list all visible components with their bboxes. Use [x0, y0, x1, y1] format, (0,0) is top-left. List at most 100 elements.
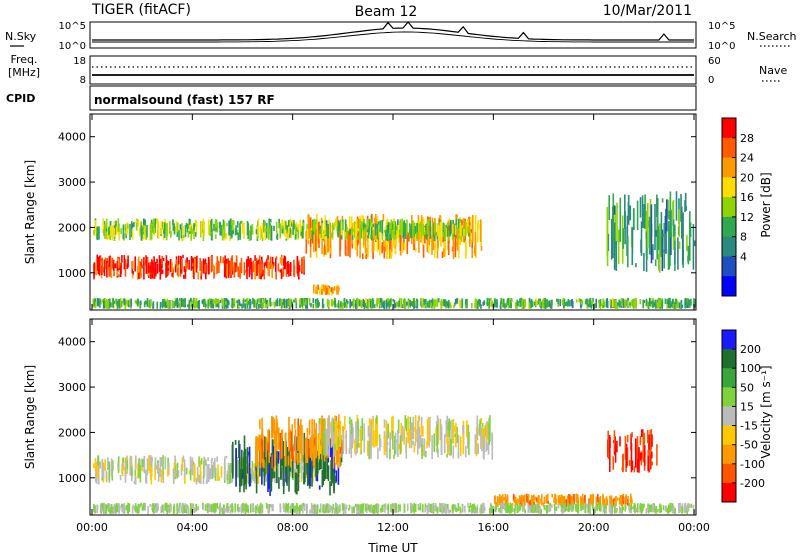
echo-cell [195, 298, 198, 307]
echo-cell [287, 220, 290, 227]
echo-cell [258, 298, 260, 303]
echo-cell [324, 221, 326, 235]
echo-cell [517, 300, 519, 307]
echo-cell [456, 298, 459, 304]
echo-cell [437, 507, 439, 513]
echo-cell [209, 225, 211, 236]
echo-cell [355, 421, 357, 448]
echo-cell [210, 256, 213, 273]
echo-cell [620, 509, 622, 514]
echo-cell [327, 226, 329, 239]
echo-cell [303, 432, 306, 454]
echo-cell [190, 297, 192, 302]
echo-cell [136, 265, 139, 280]
echo-cell [359, 235, 361, 259]
echo-cell [581, 300, 583, 305]
echo-cell [613, 430, 616, 452]
echo-cell [667, 249, 670, 270]
echo-cell [335, 503, 338, 507]
echo-cell [498, 507, 500, 513]
echo-cell [551, 504, 553, 509]
echo-cell [200, 273, 202, 280]
echo-cell [374, 223, 377, 236]
echo-cell [194, 300, 196, 309]
echo-cell [391, 224, 393, 235]
echo-cell [233, 220, 235, 226]
echo-cell [167, 265, 170, 269]
echo-cell [126, 458, 129, 470]
echo-cell [132, 504, 134, 510]
echo-cell [338, 504, 341, 513]
echo-cell [379, 297, 382, 303]
echo-cell [649, 430, 651, 450]
echo-cell [122, 226, 125, 240]
echo-cell [133, 481, 136, 484]
echo-cell [537, 495, 540, 505]
echo-cell [205, 263, 207, 273]
echo-cell [213, 272, 216, 276]
echo-cell [612, 456, 614, 470]
power-data-layer [92, 191, 696, 310]
echo-cell [268, 503, 271, 513]
echo-cell [457, 434, 460, 457]
echo-cell [431, 217, 434, 247]
echo-cell [418, 507, 421, 510]
echo-cell [248, 301, 251, 309]
echo-cell [396, 301, 399, 307]
echo-cell [181, 258, 183, 270]
echo-cell [334, 222, 336, 226]
echo-cell [337, 436, 340, 450]
echo-cell [651, 451, 653, 459]
echo-cell [107, 505, 109, 509]
echo-cell [491, 434, 494, 460]
echo-cell [375, 415, 378, 424]
echo-cell [108, 226, 110, 236]
echo-cell [247, 463, 250, 473]
echo-cell [213, 503, 216, 507]
echo-cell [339, 453, 341, 457]
echo-cell [673, 236, 676, 241]
echo-cell [384, 234, 387, 252]
echo-cell [336, 287, 338, 293]
echo-cell [154, 457, 157, 470]
echo-cell [317, 284, 319, 290]
echo-cell [561, 299, 564, 304]
echo-cell [238, 440, 240, 459]
velocity-ytick-label: 3000 [58, 381, 86, 394]
echo-cell [239, 469, 242, 487]
echo-cell [255, 506, 258, 511]
nsky-tick-bottom: 10^0 [59, 41, 86, 52]
echo-cell [347, 301, 349, 304]
echo-cell [409, 429, 411, 449]
echo-cell [397, 430, 399, 458]
echo-cell [431, 503, 433, 513]
echo-cell [173, 225, 176, 235]
echo-cell [249, 259, 251, 275]
echo-cell [134, 503, 137, 513]
echo-cell [441, 251, 444, 258]
echo-cell [193, 223, 195, 230]
echo-cell [137, 504, 140, 508]
echo-cell [306, 503, 308, 509]
echo-cell [263, 267, 266, 280]
echo-cell [349, 228, 351, 235]
echo-cell [291, 220, 294, 224]
echo-cell [261, 302, 263, 309]
echo-cell [550, 299, 553, 309]
echo-cell [138, 269, 140, 280]
echo-cell [406, 232, 409, 255]
echo-cell [400, 298, 403, 307]
echo-cell [333, 286, 336, 291]
echo-cell [114, 263, 117, 269]
echo-cell [187, 506, 189, 514]
echo-cell [319, 508, 321, 513]
echo-cell [256, 468, 259, 483]
echo-cell [484, 425, 487, 437]
echo-cell [237, 460, 239, 478]
echo-cell [256, 298, 259, 305]
echo-cell [172, 478, 175, 484]
echo-cell [624, 194, 626, 229]
echo-cell [346, 302, 348, 308]
echo-cell [602, 504, 605, 513]
echo-cell [143, 263, 145, 280]
